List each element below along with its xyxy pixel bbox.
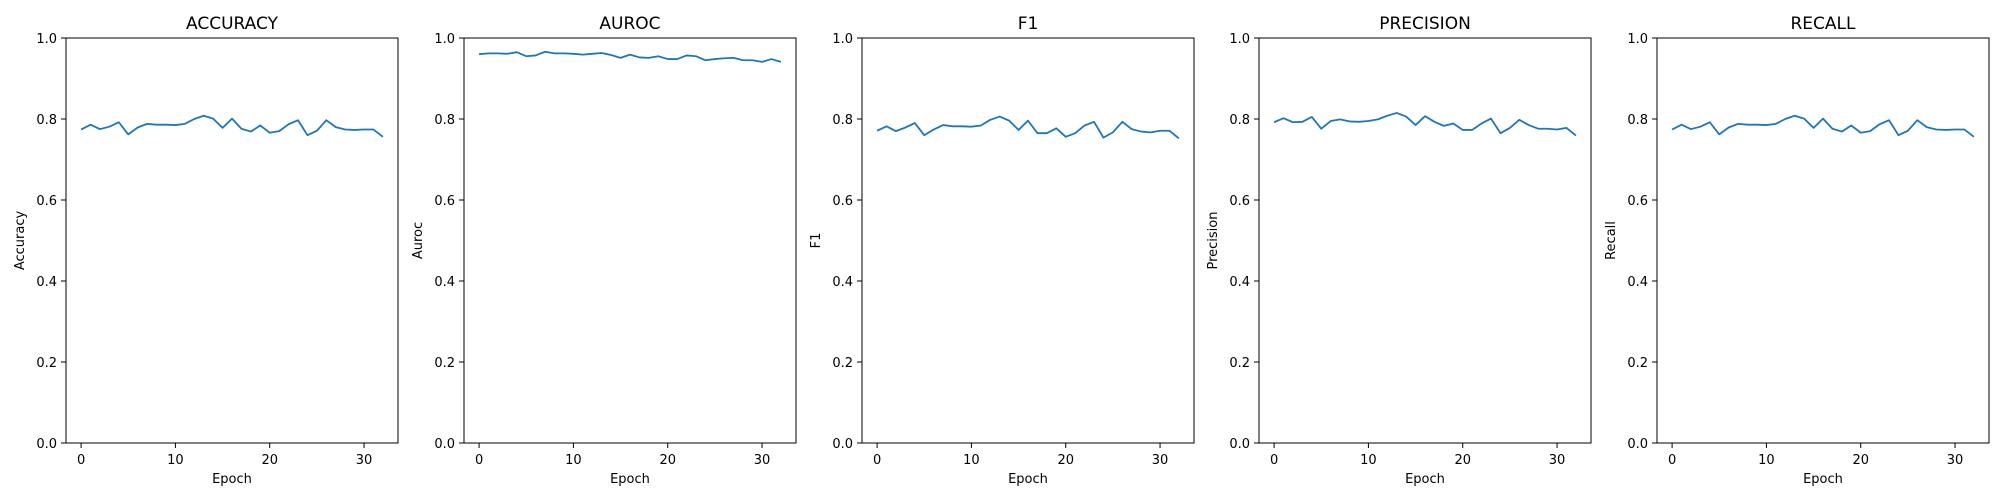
y-tick-label: 0.8 (1229, 113, 1250, 128)
series-line-accuracy (80, 114, 384, 138)
series-line-auroc (479, 50, 782, 63)
x-tick-label: 30 (754, 453, 771, 468)
y-tick-label: 1.0 (1627, 32, 1648, 47)
y-tick-label: 0.2 (1229, 356, 1250, 371)
y-tick-label: 0.8 (1627, 113, 1648, 128)
x-tick-label: 20 (659, 453, 676, 468)
chart-panel-accuracy: ACCURACY 0.0 0.2 0.4 0.6 0.8 1.0 0 10 20 30 Epoch Ac… (13, 14, 399, 487)
y-tick-label: 0.2 (1627, 356, 1648, 371)
x-tick-label: 20 (1852, 453, 1869, 468)
x-axis-label: Epoch (1008, 472, 1048, 487)
x-tick-label: 0 (873, 453, 881, 468)
x-tick-label: 10 (1360, 453, 1377, 468)
plot-frame (1656, 37, 1990, 444)
plot-frame (463, 37, 797, 444)
x-axis-label: Epoch (610, 472, 650, 487)
plot-frame (1258, 37, 1592, 444)
y-tick-label: 0.6 (1229, 194, 1250, 209)
x-tick-label: 10 (963, 453, 980, 468)
y-tick-label: 0.8 (36, 113, 57, 128)
y-tick-label: 0.2 (832, 356, 853, 371)
plot-frame (861, 37, 1195, 444)
y-tick-label: 0.0 (36, 437, 57, 452)
x-axis-label: Epoch (1405, 472, 1445, 487)
y-tick-label: 0.4 (832, 275, 853, 290)
x-tick-label: 30 (356, 453, 373, 468)
chart-title: AUROC (599, 14, 660, 34)
y-tick-label: 0.0 (1627, 437, 1648, 452)
y-tick-label: 1.0 (36, 32, 57, 47)
y-tick-label: 0.2 (434, 356, 455, 371)
y-axis-label: Precision (1206, 211, 1221, 269)
y-tick-label: 1.0 (832, 32, 853, 47)
x-tick-label: 10 (1758, 453, 1775, 468)
chart-title: ACCURACY (186, 14, 279, 34)
y-tick-label: 0.6 (1627, 194, 1648, 209)
y-tick-label: 0.8 (832, 113, 853, 128)
x-tick-label: 0 (475, 453, 483, 468)
chart-panel-precision: PRECISION 0.0 0.2 0.4 0.6 0.8 1.0 0 10 20 30 Epoch P… (1206, 14, 1592, 487)
chart-panel-recall: RECALL 0.0 0.2 0.4 0.6 0.8 1.0 0 10 20 30 Epoch Reca… (1604, 14, 1990, 487)
x-tick-label: 10 (565, 453, 582, 468)
y-tick-label: 0.4 (1229, 275, 1250, 290)
x-tick-label: 0 (1270, 453, 1278, 468)
x-tick-label: 30 (1549, 453, 1566, 468)
y-tick-label: 1.0 (434, 32, 455, 47)
y-axis-label: F1 (809, 233, 824, 249)
y-axis-label: Auroc (411, 222, 426, 259)
chart-panel-auroc: AUROC 0.0 0.2 0.4 0.6 0.8 1.0 0 10 20 30 Epoch Auroc (411, 14, 797, 487)
chart-title: F1 (1018, 14, 1039, 34)
y-tick-label: 1.0 (1229, 32, 1250, 47)
chart-panel-f1: F1 0.0 0.2 0.4 0.6 0.8 1.0 0 10 20 30 Epoch F1 (809, 14, 1195, 487)
y-tick-label: 0.8 (434, 113, 455, 128)
series-line-f1 (876, 115, 1180, 140)
x-tick-label: 30 (1152, 453, 1169, 468)
y-tick-label: 0.0 (1229, 437, 1250, 452)
plot-frame (65, 37, 399, 444)
y-axis-label: Recall (1604, 221, 1619, 260)
y-axis-label: Accuracy (13, 211, 28, 271)
x-axis-label: Epoch (1803, 472, 1843, 487)
chart-title: RECALL (1791, 14, 1857, 34)
y-tick-label: 0.6 (832, 194, 853, 209)
x-tick-label: 20 (261, 453, 278, 468)
x-tick-label: 10 (167, 453, 184, 468)
y-tick-label: 0.0 (832, 437, 853, 452)
x-tick-label: 20 (1057, 453, 1074, 468)
x-tick-label: 0 (77, 453, 85, 468)
x-tick-label: 0 (1668, 453, 1676, 468)
x-axis-label: Epoch (212, 472, 252, 487)
series-line-recall (1671, 114, 1975, 138)
y-tick-label: 0.6 (434, 194, 455, 209)
y-tick-label: 0.4 (36, 275, 57, 290)
y-tick-label: 0.0 (434, 437, 455, 452)
y-tick-label: 0.2 (36, 356, 57, 371)
x-tick-label: 30 (1947, 453, 1964, 468)
y-tick-label: 0.6 (36, 194, 57, 209)
series-line-precision (1273, 112, 1577, 137)
y-tick-label: 0.4 (1627, 275, 1648, 290)
chart-title: PRECISION (1379, 14, 1471, 34)
y-tick-label: 0.4 (434, 275, 455, 290)
x-tick-label: 20 (1454, 453, 1471, 468)
